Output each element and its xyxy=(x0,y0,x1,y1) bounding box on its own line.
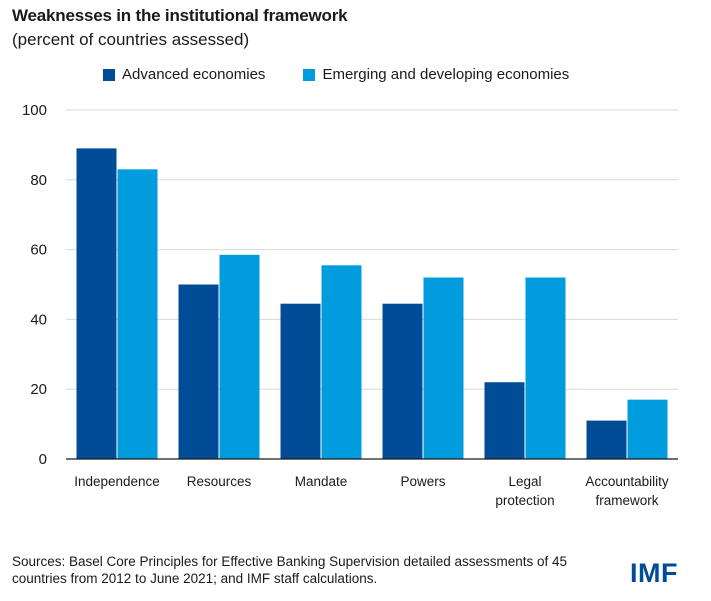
source-note: Sources: Basel Core Principles for Effec… xyxy=(12,554,568,586)
legend: Advanced economies Emerging and developi… xyxy=(103,66,607,83)
legend-swatch-advanced xyxy=(103,68,115,81)
bar-advanced-3 xyxy=(382,303,423,459)
y-tick-label-80: 80 xyxy=(30,172,47,189)
bar-emerging-5 xyxy=(627,399,668,459)
bar-advanced-5 xyxy=(586,420,627,459)
x-tick-label-2: Mandate xyxy=(295,474,348,489)
bar-chart: 0 20 40 60 80 100 Independence Resources Mandate… xyxy=(22,102,678,508)
chart-subtitle: (percent of countries assessed) xyxy=(12,30,250,49)
bar-advanced-1 xyxy=(178,284,219,459)
bar-emerging-2 xyxy=(321,265,362,459)
bar-emerging-1 xyxy=(219,254,260,459)
y-tick-label-60: 60 xyxy=(30,242,47,259)
y-tick-label-100: 100 xyxy=(22,102,47,119)
x-tick-label-5: Accountability framework xyxy=(585,474,669,508)
bar-emerging-4 xyxy=(525,277,566,459)
bar-advanced-2 xyxy=(280,303,321,459)
x-tick-label-1: Resources xyxy=(187,474,252,489)
legend-label-advanced: Advanced economies xyxy=(122,66,266,83)
imf-logo: IMF xyxy=(630,558,678,588)
chart-title: Weaknesses in the institutional framewor… xyxy=(12,6,348,25)
bar-emerging-3 xyxy=(423,277,464,459)
legend-item-emerging: Emerging and developing economies xyxy=(303,66,569,83)
x-tick-label-3: Powers xyxy=(400,474,445,489)
y-tick-label-20: 20 xyxy=(30,381,47,398)
bar-advanced-4 xyxy=(484,382,525,459)
x-tick-label-0: Independence xyxy=(74,474,160,489)
x-tick-label-4: Legal protection xyxy=(495,474,554,508)
y-tick-label-0: 0 xyxy=(39,451,47,468)
legend-label-emerging: Emerging and developing economies xyxy=(322,66,570,83)
legend-swatch-emerging xyxy=(303,68,316,81)
y-tick-label-40: 40 xyxy=(30,311,47,328)
bar-advanced-0 xyxy=(76,148,117,459)
legend-item-advanced: Advanced economies xyxy=(103,66,265,83)
bar-emerging-0 xyxy=(117,169,158,459)
